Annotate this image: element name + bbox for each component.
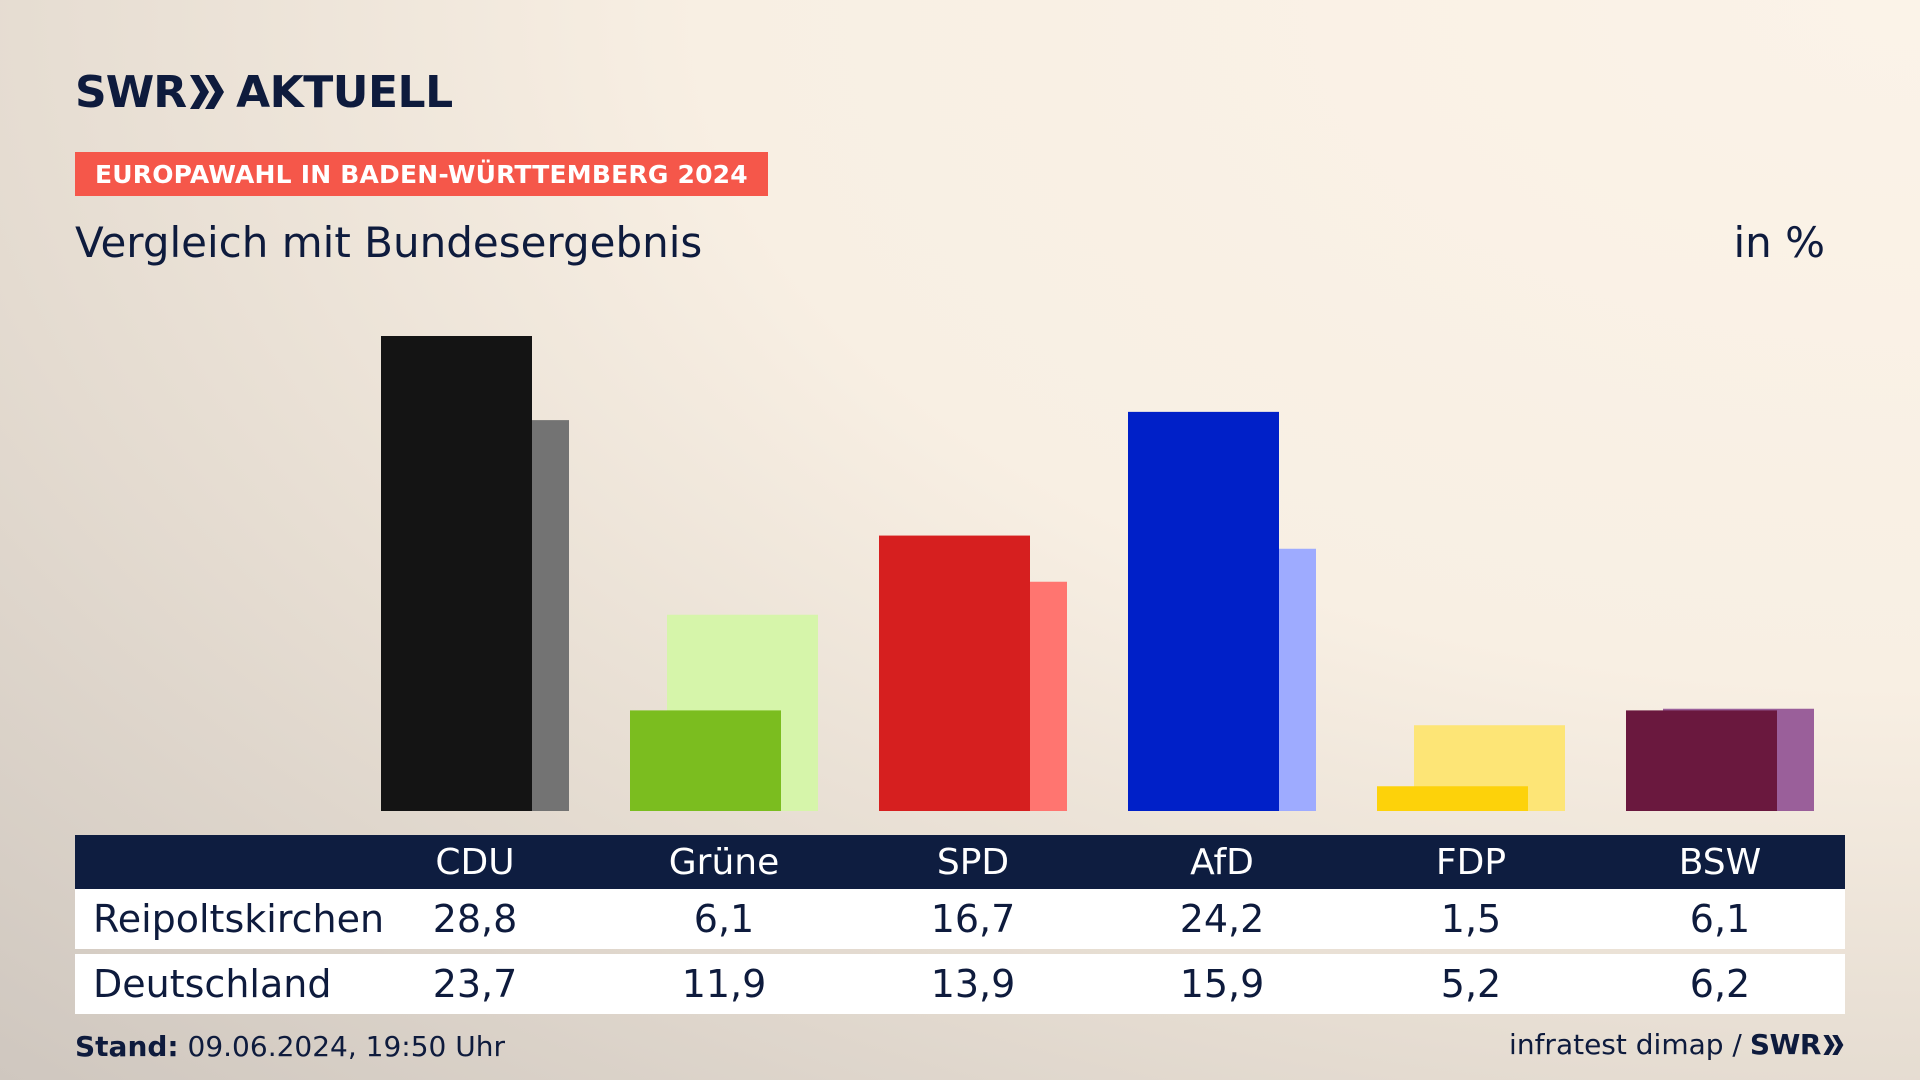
chevron-double-icon — [190, 75, 225, 109]
source-label: infratest dimap / — [1509, 1028, 1742, 1061]
table-header: CDU Grüne SPD AfD FDP BSW — [75, 835, 1845, 889]
chevron-double-icon — [1823, 1034, 1844, 1055]
stand-value: 09.06.2024, 19:50 Uhr — [187, 1030, 505, 1063]
table-cell: 23,7 — [432, 962, 518, 1006]
column-header: CDU — [435, 841, 515, 883]
column-header: Grüne — [668, 841, 780, 883]
table-row-deutschland: Deutschland 23,7 11,9 13,9 15,9 5,2 6,2 — [75, 954, 1845, 1014]
results-table: CDU Grüne SPD AfD FDP BSW Reipoltskirchen 28,8… — [75, 835, 1845, 1014]
unit-label: in % — [1733, 218, 1825, 267]
swr-aktuell-logo: SWR AKTUELL — [75, 66, 453, 118]
bar-reipoltskirchen-afd — [1128, 411, 1279, 811]
column-header: SPD — [936, 841, 1010, 883]
column-header: AfD — [1190, 841, 1254, 883]
table-cell: 6,1 — [693, 897, 755, 941]
source-info: infratest dimap / SWR — [1509, 1028, 1845, 1061]
bar-reipoltskirchen-cdu — [381, 336, 532, 811]
stand-info: Stand: 09.06.2024, 19:50 Uhr — [75, 1030, 505, 1063]
column-header: BSW — [1678, 841, 1762, 883]
table-cell: 16,7 — [930, 897, 1016, 941]
stand-label: Stand: — [75, 1030, 179, 1063]
table-cell: 6,2 — [1689, 962, 1751, 1006]
source-brand: SWR — [1749, 1028, 1822, 1061]
table-cell: 28,8 — [432, 897, 518, 941]
logo-brand: SWR — [75, 66, 187, 118]
logo-product: AKTUELL — [236, 66, 453, 118]
row-label: Deutschland — [93, 962, 332, 1006]
bar-reipoltskirchen-bsw — [1626, 710, 1777, 811]
bar-reipoltskirchen-fdp — [1377, 786, 1528, 811]
table-cell: 24,2 — [1179, 897, 1265, 941]
table-cell: 1,5 — [1440, 897, 1502, 941]
election-badge: EUROPAWAHL IN BADEN-WÜRTTEMBERG 2024 — [75, 152, 768, 196]
row-label: Reipoltskirchen — [93, 897, 385, 941]
bar-reipoltskirchen-spd — [879, 535, 1030, 811]
table-cell: 5,2 — [1440, 962, 1502, 1006]
column-header: FDP — [1435, 841, 1507, 883]
table-cell: 11,9 — [681, 962, 767, 1006]
table-cell: 13,9 — [930, 962, 1016, 1006]
chart-subtitle: Vergleich mit Bundesergebnis — [75, 218, 703, 267]
table-row-reipoltskirchen: Reipoltskirchen 28,8 6,1 16,7 24,2 1,5 6,1 — [75, 889, 1845, 949]
bar-chart — [381, 336, 1814, 811]
table-cell: 6,1 — [1689, 897, 1751, 941]
bar-reipoltskirchen-grne — [630, 710, 781, 811]
table-cell: 15,9 — [1179, 962, 1265, 1006]
